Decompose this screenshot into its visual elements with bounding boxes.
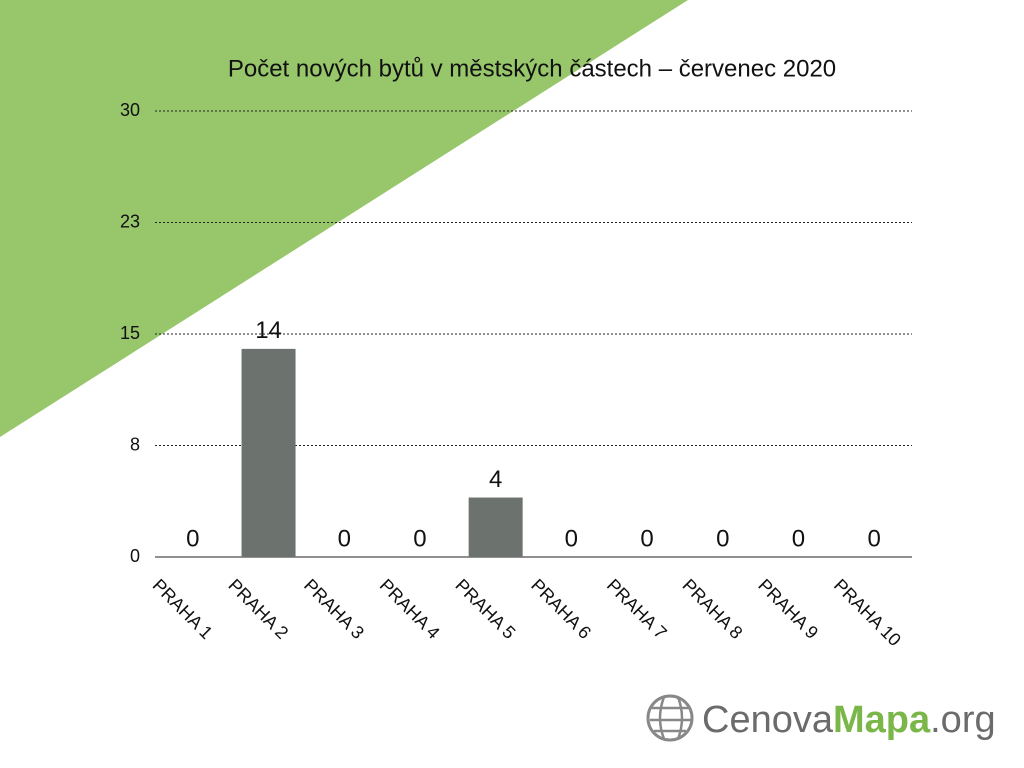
y-tick-label: 23 xyxy=(120,211,140,231)
bar xyxy=(468,497,523,557)
background-triangle xyxy=(0,0,688,437)
data-label: 0 xyxy=(338,525,351,552)
data-label: 14 xyxy=(255,317,282,344)
y-tick-label: 15 xyxy=(120,323,140,343)
data-label: 0 xyxy=(186,525,199,552)
data-label: 0 xyxy=(640,525,653,552)
x-tick-label: PRAHA 10 xyxy=(830,575,905,650)
data-label: 0 xyxy=(792,525,805,552)
logo-text: CenovaMapa.org xyxy=(702,699,996,741)
logo-part: Mapa xyxy=(833,699,931,741)
chart-title: Počet nových bytů v městských částech – … xyxy=(228,55,836,82)
y-tick-label: 0 xyxy=(130,546,140,566)
logo-globe xyxy=(646,694,694,742)
data-label: 0 xyxy=(867,525,880,552)
x-tick-label: PRAHA 2 xyxy=(224,575,292,643)
logo-part: Cenova xyxy=(702,699,834,741)
x-tick-label: PRAHA 9 xyxy=(754,575,822,643)
data-label: 4 xyxy=(489,466,502,493)
x-tick-label: PRAHA 4 xyxy=(376,575,444,643)
bar xyxy=(241,348,296,557)
data-label: 0 xyxy=(565,525,578,552)
y-tick-label: 8 xyxy=(130,434,140,454)
x-tick-label: PRAHA 6 xyxy=(527,575,595,643)
y-tick-label: 30 xyxy=(120,100,140,120)
x-tick-label: PRAHA 8 xyxy=(679,575,747,643)
data-label: 0 xyxy=(413,525,426,552)
x-tick-label: PRAHA 5 xyxy=(451,575,519,643)
logo-part: .org xyxy=(930,699,995,741)
logo: CenovaMapa.org xyxy=(646,694,996,742)
x-tick-label: PRAHA 1 xyxy=(149,575,217,643)
x-tick-label: PRAHA 7 xyxy=(603,575,671,643)
x-tick-label: PRAHA 3 xyxy=(300,575,368,643)
logo-grid xyxy=(650,696,692,740)
data-label: 0 xyxy=(716,525,729,552)
